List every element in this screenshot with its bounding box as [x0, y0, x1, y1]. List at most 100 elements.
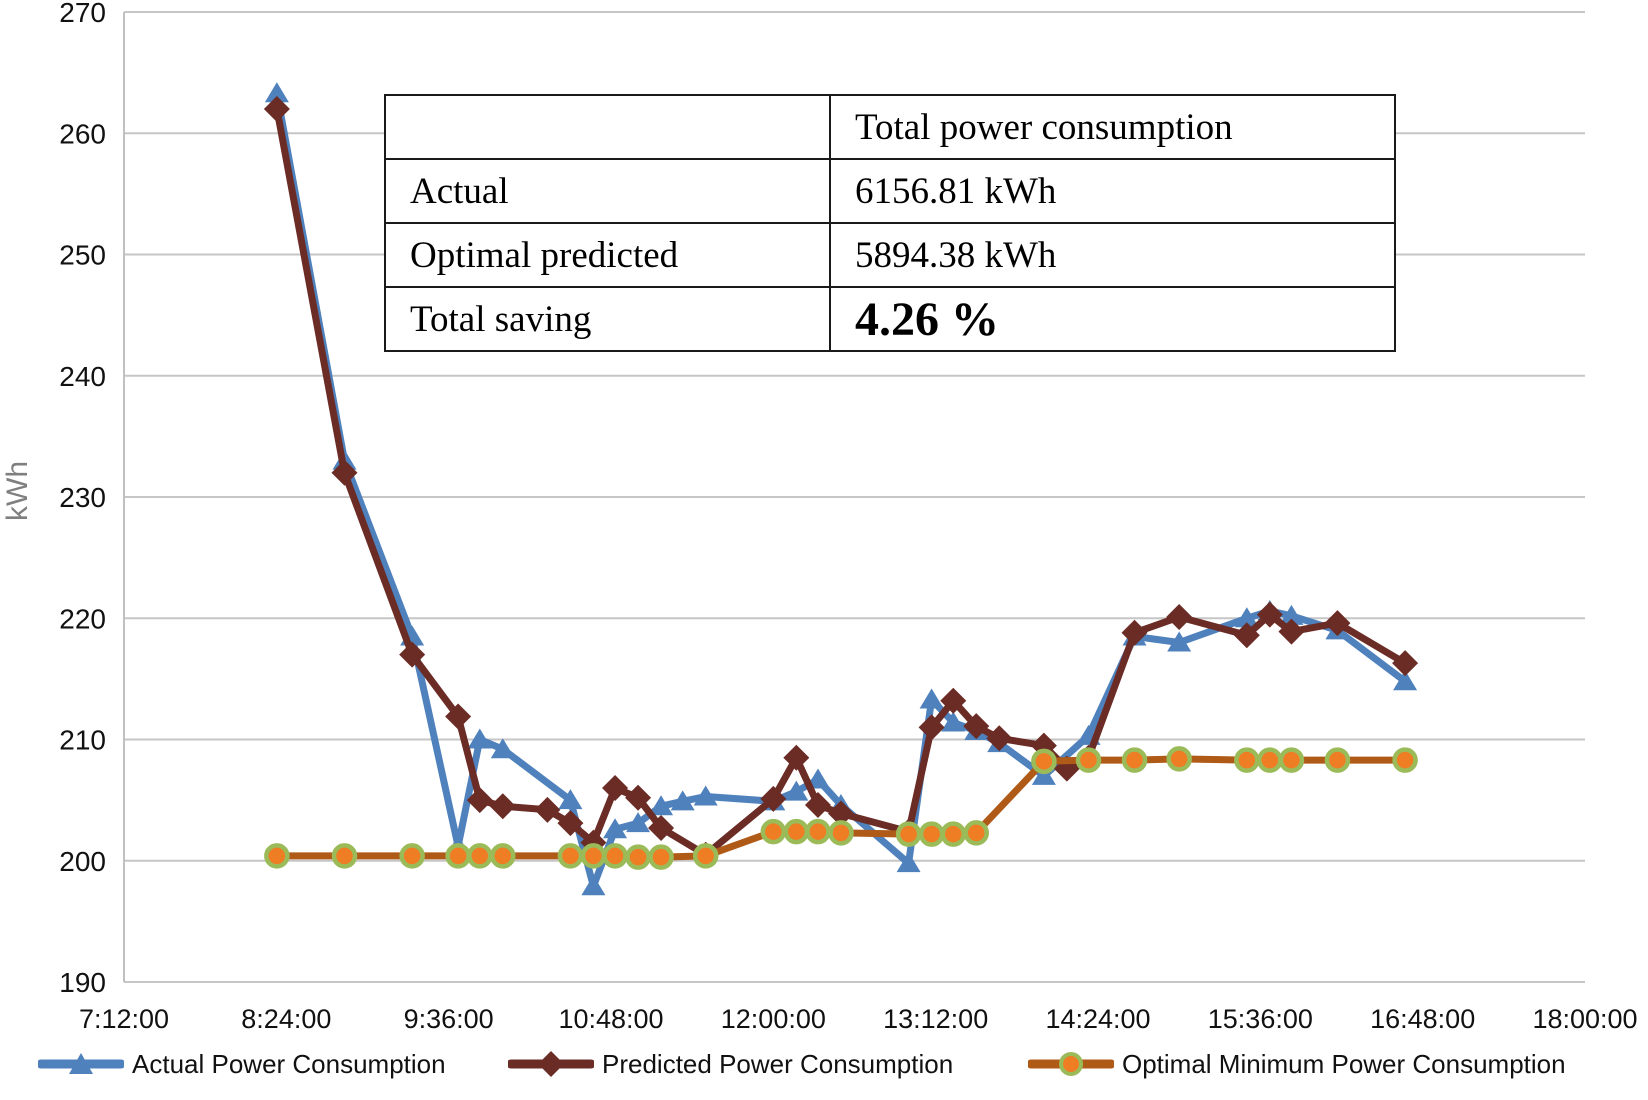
circle-marker	[399, 843, 425, 869]
circle-marker	[264, 843, 290, 869]
x-tick-label: 12:00:00	[721, 1004, 826, 1034]
diamond-marker	[1392, 650, 1419, 677]
diamond-marker	[1233, 622, 1260, 649]
circle-marker	[963, 820, 989, 846]
legend-item-predicted: Predicted Power Consumption	[508, 1044, 953, 1084]
summary-table: Total power consumption Actual 6156.81 k…	[384, 94, 1396, 352]
legend-label: Predicted Power Consumption	[602, 1048, 954, 1079]
triangle-marker	[670, 790, 695, 811]
triangle-marker	[1031, 764, 1056, 785]
table-row: Optimal predicted 5894.38 kWh	[384, 222, 1396, 288]
diamond-marker	[331, 459, 358, 486]
table-cell-optimal-predicted-value: 5894.38 kWh	[829, 222, 1396, 288]
circle-marker	[940, 821, 967, 847]
circle-marker	[805, 818, 831, 845]
circle-marker	[828, 820, 854, 846]
triangle-marker	[1393, 670, 1418, 691]
diamond-marker	[760, 785, 787, 812]
table-row: Total saving 4.26 %	[384, 286, 1396, 352]
legend-label: Actual Power Consumption	[132, 1048, 446, 1079]
circle-marker	[445, 843, 471, 869]
y-tick-label: 190	[59, 967, 106, 998]
circle-marker	[1121, 747, 1148, 773]
circle-marker	[1324, 747, 1351, 773]
table-row: Actual 6156.81 kWh	[384, 158, 1396, 224]
y-tick-label: 220	[59, 603, 106, 634]
circle-marker	[1075, 747, 1102, 773]
circle-marker	[1031, 748, 1057, 775]
circle-marker	[1166, 746, 1192, 772]
circle-marker	[490, 843, 516, 869]
x-tick-label: 18:00:00	[1532, 1004, 1637, 1034]
diamond-marker	[1166, 604, 1193, 631]
triangle-marker	[467, 728, 492, 749]
diamond-marker	[1278, 618, 1305, 645]
circle-marker	[580, 843, 607, 869]
diamond-marker	[940, 687, 967, 714]
diamond-marker	[399, 641, 426, 668]
x-tick-label: 9:36:00	[404, 1004, 494, 1034]
diamond-marker	[625, 784, 652, 811]
triangle-marker	[490, 738, 515, 759]
circle-marker	[625, 844, 651, 870]
table-cell	[384, 94, 831, 160]
triangle-marker	[626, 812, 651, 833]
circle-marker	[331, 843, 358, 869]
triangle-marker	[1279, 604, 1304, 625]
circle-marker	[760, 818, 787, 845]
diamond-marker	[489, 793, 516, 820]
table-cell-actual-label: Actual	[384, 158, 831, 224]
circle-marker	[692, 843, 719, 869]
triangle-marker	[264, 82, 289, 103]
diamond-marker	[466, 787, 493, 814]
y-axis-title: kWh	[1, 461, 34, 521]
legend-item-optimal: Optimal Minimum Power Consumption	[1028, 1044, 1566, 1084]
circle-marker	[557, 843, 584, 869]
diamond-marker	[534, 796, 561, 823]
table-row: Total power consumption	[384, 94, 1396, 160]
y-tick-label: 210	[59, 725, 106, 756]
legend-label: Optimal Minimum Power Consumption	[1122, 1048, 1566, 1079]
triangle-marker	[603, 818, 628, 839]
triangle-marker	[649, 795, 674, 816]
y-tick-label: 260	[59, 118, 106, 149]
legend-marker-triangle-icon	[38, 1053, 124, 1074]
triangle-marker	[784, 780, 809, 801]
x-tick-label: 16:48:00	[1370, 1004, 1475, 1034]
diamond-marker	[986, 725, 1013, 752]
triangle-marker	[558, 789, 583, 810]
x-tick-label: 8:24:00	[241, 1004, 331, 1034]
circle-marker	[467, 843, 493, 869]
table-cell-optimal-predicted-label: Optimal predicted	[384, 222, 831, 288]
diamond-marker	[1324, 610, 1351, 637]
diamond-marker	[963, 713, 990, 740]
diamond-marker	[918, 714, 945, 741]
table-cell-total-saving-label: Total saving	[384, 286, 831, 352]
x-tick-label: 10:48:00	[558, 1004, 663, 1034]
y-tick-label: 250	[59, 240, 106, 271]
x-tick-label: 7:12:00	[79, 1004, 169, 1034]
diamond-marker	[783, 744, 810, 771]
x-tick-label: 14:24:00	[1045, 1004, 1150, 1034]
circle-marker	[1234, 747, 1260, 773]
legend-item-actual: Actual Power Consumption	[38, 1044, 446, 1084]
legend-marker-circle-icon	[1028, 1052, 1114, 1076]
x-tick-label: 15:36:00	[1208, 1004, 1313, 1034]
diamond-marker	[602, 775, 629, 801]
circle-marker	[918, 821, 945, 847]
diamond-marker	[557, 810, 584, 837]
table-cell-total-saving-value: 4.26 %	[829, 286, 1396, 352]
circle-marker	[1392, 747, 1418, 773]
y-tick-label: 270	[59, 0, 106, 28]
triangle-marker	[1167, 631, 1192, 652]
triangle-marker	[1234, 607, 1259, 628]
diamond-marker	[263, 96, 290, 122]
circle-marker	[1257, 747, 1283, 773]
diamond-marker	[648, 815, 675, 842]
y-tick-label: 200	[59, 846, 106, 877]
triangle-marker	[919, 688, 944, 709]
legend-marker-diamond-icon	[508, 1051, 594, 1077]
diamond-marker	[804, 791, 831, 818]
diamond-marker	[827, 800, 854, 827]
circle-marker	[602, 843, 628, 869]
